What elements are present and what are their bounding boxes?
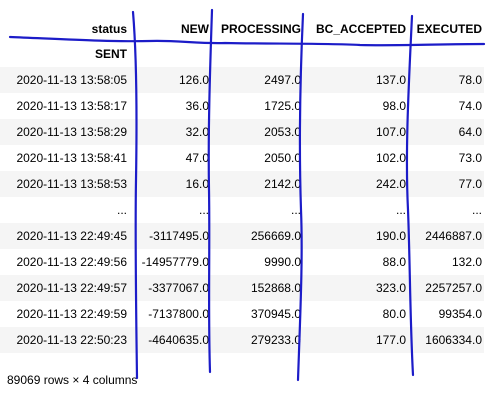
table-row: 2020-11-13 22:49:59 -7137800.0 370945.0 80.… bbox=[0, 301, 484, 327]
table-cell: 370945.0 bbox=[250, 307, 301, 321]
table-cell: 126.0 bbox=[178, 73, 209, 87]
column-header-new: NEW bbox=[181, 22, 209, 36]
row-index-cell: 2020-11-13 22:50:23 bbox=[16, 333, 127, 347]
table-cell: 2257257.0 bbox=[425, 281, 482, 295]
table-cell: 102.0 bbox=[375, 151, 406, 165]
row-index-cell: 2020-11-13 13:58:41 bbox=[16, 151, 127, 165]
table-cell: ... bbox=[471, 203, 482, 217]
shape-caption: 89069 rows × 4 columns bbox=[7, 373, 138, 387]
table-row: 2020-11-13 13:58:17 36.0 1725.0 98.0 74.0 bbox=[0, 93, 484, 119]
table-row: 2020-11-13 22:49:56 -14957779.0 9990.0 88.0… bbox=[0, 249, 484, 275]
column-header-processing: PROCESSING bbox=[220, 22, 301, 36]
row-index-cell: 2020-11-13 22:49:45 bbox=[16, 229, 127, 243]
table-cell: 74.0 bbox=[458, 99, 482, 113]
table-cell: 279233.0 bbox=[250, 333, 301, 347]
table-cell: -14957779.0 bbox=[141, 255, 209, 269]
table-cell: 47.0 bbox=[185, 151, 209, 165]
table-cell: 36.0 bbox=[185, 99, 209, 113]
table-cell: -3377067.0 bbox=[148, 281, 209, 295]
table-cell: ... bbox=[395, 203, 406, 217]
row-index-cell: 2020-11-13 13:58:05 bbox=[16, 73, 127, 87]
table-cell: 64.0 bbox=[458, 125, 482, 139]
table-row: 2020-11-13 13:58:05 126.0 2497.0 137.0 78.0 bbox=[0, 67, 484, 93]
table-cell: 137.0 bbox=[375, 73, 406, 87]
column-header-bc-accepted: BC_ACCEPTED bbox=[315, 22, 406, 36]
table-cell: 2050.0 bbox=[264, 151, 301, 165]
table-row: ............... bbox=[0, 197, 484, 223]
table-cell: 98.0 bbox=[382, 99, 406, 113]
table-cell: 99354.0 bbox=[438, 307, 482, 321]
table-cell: ... bbox=[198, 203, 209, 217]
table-cell: 32.0 bbox=[185, 125, 209, 139]
table-cell: 78.0 bbox=[458, 73, 482, 87]
table-row: 2020-11-13 13:58:53 16.0 2142.0 242.0 77.0 bbox=[0, 171, 484, 197]
index-name-label: SENT bbox=[94, 46, 127, 61]
table-cell: 177.0 bbox=[375, 333, 406, 347]
table-cell: 107.0 bbox=[375, 125, 406, 139]
table-cell: 2497.0 bbox=[264, 73, 301, 87]
table-cell: -7137800.0 bbox=[148, 307, 209, 321]
table-row: 2020-11-13 13:58:29 32.0 2053.0 107.0 64.0 bbox=[0, 119, 484, 145]
table-body: 2020-11-13 13:58:05 126.0 2497.0 137.0 78.0 2… bbox=[0, 67, 484, 353]
table-cell: -3117495.0 bbox=[149, 229, 209, 243]
row-index-cell: ... bbox=[116, 203, 127, 217]
row-index-cell: 2020-11-13 13:58:17 bbox=[16, 99, 127, 113]
header-row-index: SENT bbox=[0, 40, 484, 67]
table-cell: 77.0 bbox=[458, 177, 482, 191]
table-cell: 132.0 bbox=[451, 255, 482, 269]
column-header-executed: EXECUTED bbox=[416, 22, 482, 36]
table-cell: 242.0 bbox=[375, 177, 406, 191]
table-cell: 256669.0 bbox=[250, 229, 301, 243]
row-index-cell: 2020-11-13 13:58:53 bbox=[16, 177, 127, 191]
table-row: 2020-11-13 22:49:45 -3117495.0 256669.0 190… bbox=[0, 223, 484, 249]
table-cell: 2053.0 bbox=[264, 125, 301, 139]
table-cell: 73.0 bbox=[458, 151, 482, 165]
table-row: 2020-11-13 13:58:41 47.0 2050.0 102.0 73.0 bbox=[0, 145, 484, 171]
table-cell: -4640635.0 bbox=[148, 333, 209, 347]
table-header: status NEW PROCESSING BC_ACCEPTED EXECUT… bbox=[0, 18, 484, 67]
table-cell: 9990.0 bbox=[264, 255, 301, 269]
table-cell: 152868.0 bbox=[250, 281, 301, 295]
table-row: 2020-11-13 22:49:57 -3377067.0 152868.0 323… bbox=[0, 275, 484, 301]
header-row-columns: status NEW PROCESSING BC_ACCEPTED EXECUT… bbox=[0, 18, 484, 40]
table-cell: ... bbox=[290, 203, 301, 217]
table-cell: 88.0 bbox=[382, 255, 406, 269]
row-index-cell: 2020-11-13 13:58:29 bbox=[16, 125, 127, 139]
table-row: 2020-11-13 22:50:23 -4640635.0 279233.0 177… bbox=[0, 327, 484, 353]
table-cell: 1606334.0 bbox=[425, 333, 482, 347]
table-cell: 1725.0 bbox=[264, 99, 301, 113]
table-cell: 323.0 bbox=[375, 281, 406, 295]
columns-name-label: status bbox=[91, 22, 127, 36]
table-cell: 2142.0 bbox=[264, 177, 301, 191]
row-index-cell: 2020-11-13 22:49:57 bbox=[16, 281, 127, 295]
table-cell: 16.0 bbox=[185, 177, 209, 191]
table-cell: 190.0 bbox=[375, 229, 406, 243]
table-cell: 2446887.0 bbox=[425, 229, 482, 243]
row-index-cell: 2020-11-13 22:49:56 bbox=[16, 255, 127, 269]
row-index-cell: 2020-11-13 22:49:59 bbox=[16, 307, 127, 321]
table-cell: 80.0 bbox=[382, 307, 406, 321]
dataframe-table: status NEW PROCESSING BC_ACCEPTED EXECUT… bbox=[0, 18, 484, 353]
